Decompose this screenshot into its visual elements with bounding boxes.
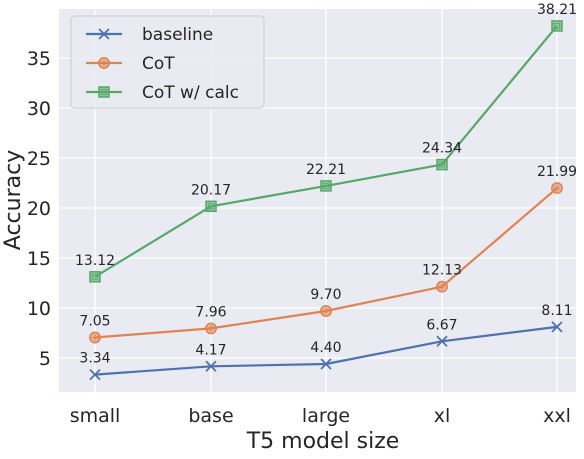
data-label: 3.34 — [79, 351, 110, 367]
x-tick-label: large — [302, 405, 350, 427]
data-point — [205, 200, 217, 213]
data-point — [320, 180, 332, 192]
legend: baseline CoT CoT w/ calc — [70, 15, 265, 109]
legend-entry: CoT — [86, 54, 175, 74]
data-point — [436, 158, 448, 171]
data-point — [89, 271, 101, 283]
y-tick-label: 10 — [27, 298, 51, 320]
data-label: 7.96 — [195, 304, 226, 320]
legend-label: baseline — [142, 25, 213, 45]
data-label: 38.21 — [537, 2, 577, 18]
x-tick-label: small — [70, 405, 121, 427]
legend-marker — [98, 86, 110, 98]
data-point — [89, 368, 101, 381]
data-point — [89, 331, 101, 344]
data-label: 6.67 — [426, 317, 457, 333]
legend-marker — [98, 28, 110, 40]
x-tick-label: xl — [434, 405, 451, 427]
data-label: 13.12 — [75, 253, 115, 269]
data-label: 20.17 — [191, 182, 231, 198]
legend-entry: CoT w/ calc — [86, 83, 239, 103]
legend-label: CoT w/ calc — [142, 83, 239, 103]
data-point — [551, 20, 563, 32]
y-tick-label: 20 — [27, 198, 51, 220]
tick-labels: 5 10 15 20 25 30 35 small base large xl xxl — [27, 48, 571, 427]
data-label: 21.99 — [537, 164, 577, 180]
x-tick-label: xxl — [543, 405, 571, 427]
data-point — [320, 358, 332, 370]
data-label: 7.05 — [79, 314, 110, 330]
data-label: 22.21 — [306, 162, 346, 178]
y-tick-label: 35 — [27, 48, 51, 70]
y-tick-label: 25 — [27, 148, 51, 170]
series-baseline: 3.34 4.17 4.40 6.67 8.11 — [79, 303, 573, 381]
y-axis-label: Accuracy — [1, 150, 26, 250]
x-axis-label: T5 model size — [246, 429, 400, 454]
data-point — [436, 335, 448, 347]
data-label: 8.11 — [541, 303, 572, 319]
legend-label: CoT — [142, 54, 175, 74]
legend-marker — [98, 57, 110, 69]
data-point — [205, 360, 217, 372]
series-group: 3.34 4.17 4.40 6.67 8.11 7.05 7.96 9.70 12.13 21.… — [75, 2, 577, 381]
data-point — [551, 182, 563, 195]
data-label: 4.40 — [310, 340, 341, 356]
legend-box — [70, 15, 265, 109]
data-point — [320, 305, 332, 317]
y-tick-label: 15 — [27, 248, 51, 270]
series-cot: 7.05 7.96 9.70 12.13 21.99 — [79, 164, 577, 344]
data-point — [436, 280, 448, 293]
y-tick-label: 5 — [39, 348, 51, 370]
y-tick-label: 30 — [27, 98, 51, 120]
data-label: 24.34 — [422, 141, 462, 157]
data-label: 12.13 — [422, 263, 462, 279]
series-cot-w-calc: 13.12 20.17 22.21 24.34 38.21 — [75, 2, 577, 283]
legend-entry: baseline — [86, 25, 213, 45]
x-tick-label: base — [188, 405, 233, 427]
data-label: 4.17 — [195, 342, 226, 358]
data-label: 9.70 — [310, 287, 341, 303]
data-point — [205, 322, 217, 335]
data-point — [551, 321, 563, 333]
